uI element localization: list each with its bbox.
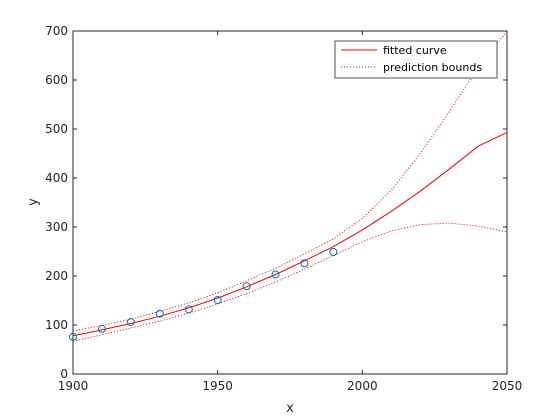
x-tick-label: 2050 [492,379,523,393]
y-tick-label: 500 [45,122,68,136]
y-tick-label: 200 [45,269,68,283]
x-tick-label: 1900 [58,379,89,393]
data-point [329,247,338,256]
legend-prediction-bounds-label: prediction bounds [383,61,482,74]
data-point [184,305,193,314]
x-axis-label: x [286,401,294,416]
legend-fitted-curve-label: fitted curve [383,44,447,57]
x-tick-label: 1950 [202,379,233,393]
data-point [69,332,77,341]
data-point [242,282,251,291]
y-tick-label: 100 [45,318,68,332]
y-tick-label: 300 [45,220,68,234]
y-axis-label: y [26,198,41,206]
y-tick-label: 700 [45,24,68,38]
data-points-layer [69,247,338,341]
prediction-bound-upper [72,30,508,332]
data-point [271,270,280,279]
fitted-curve-line [72,131,508,337]
data-point [155,309,164,318]
data-point [97,324,106,333]
legend: fitted curve prediction bounds [334,40,498,79]
y-tick-label: 600 [45,73,68,87]
fitted-curve-layer [72,131,508,337]
plot-area [72,30,508,375]
y-tick-label: 0 [60,367,68,381]
legend-box [334,40,498,79]
data-point [213,296,222,305]
prediction-bounds-layer [72,30,508,342]
y-tick-label: 400 [45,171,68,185]
data-point [126,318,135,327]
data-point [300,259,309,268]
x-tick-label: 2000 [347,379,378,393]
ticks-layer: 1900 1950 2000 2050 0 100 200 300 400 500 600 700 [45,24,522,393]
